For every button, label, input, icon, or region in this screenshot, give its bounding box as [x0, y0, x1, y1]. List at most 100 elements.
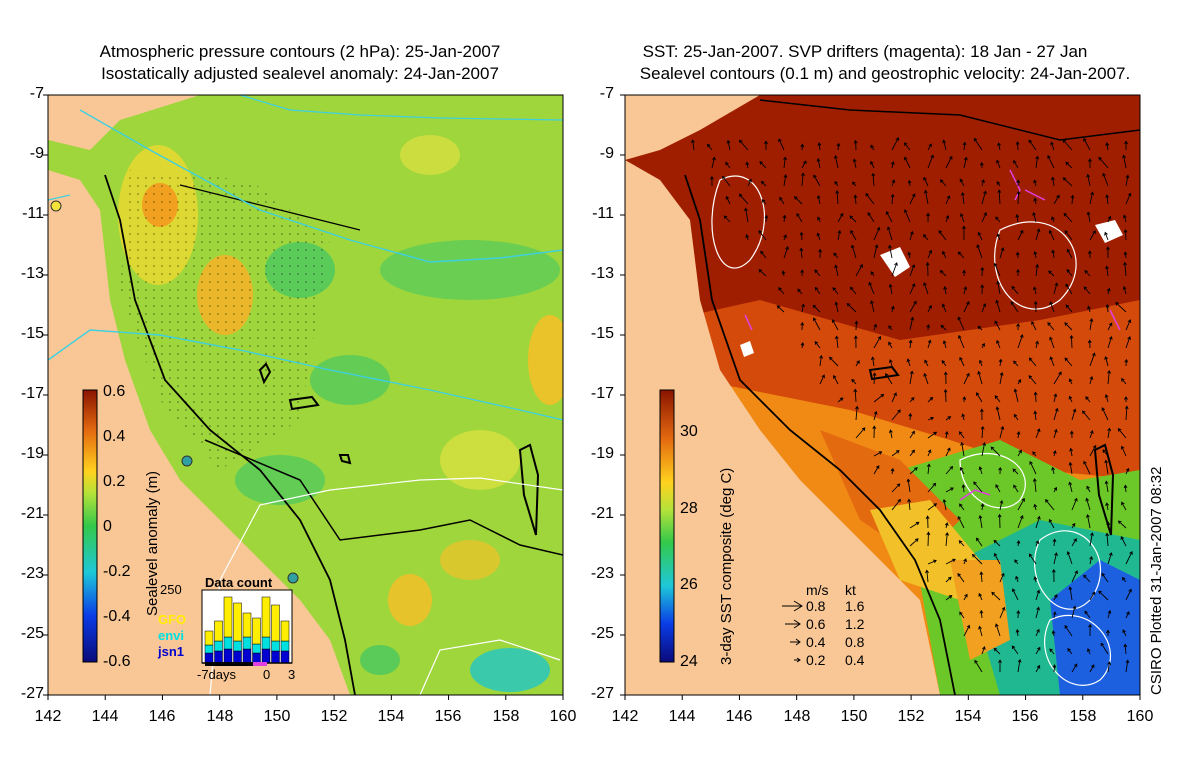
velocity-arrow: [1053, 194, 1060, 205]
data-count-bar: [242, 612, 252, 638]
data-count-bar: [214, 620, 223, 642]
velocity-arrow: [1017, 334, 1024, 349]
velocity-arrow: [1053, 282, 1059, 295]
velocity-arrow: [945, 576, 952, 583]
velocity-arrow: [828, 356, 839, 367]
plot-credit: CSIRO Plotted 31-Jan-2007 08:32: [1148, 466, 1165, 695]
velocity-arrow: [1013, 159, 1019, 169]
velocity-arrow: [1052, 611, 1057, 619]
velocity-arrow: [1068, 461, 1073, 475]
velocity-arrow: [927, 249, 933, 259]
velocity-arrow: [738, 139, 749, 151]
velocity-arrow: [783, 174, 788, 187]
velocity-arrow: [1087, 305, 1091, 313]
colorbar-tick: 0.4: [103, 428, 126, 445]
velocity-arrow: [1089, 352, 1096, 367]
colorbar-tick: 28: [680, 500, 698, 517]
velocity-arrow: [1084, 269, 1091, 277]
velocity-arrow: [927, 431, 938, 439]
velocity-arrow: [994, 623, 1001, 637]
velocity-kt: 1.2: [845, 616, 865, 632]
velocity-arrow: [993, 647, 1001, 655]
velocity-arrow: [1050, 141, 1055, 151]
velocity-arrow: [1068, 378, 1073, 385]
velocity-arrow: [886, 226, 893, 241]
velocity-arrow: [1035, 340, 1039, 349]
velocity-ms: 0.4: [806, 634, 826, 650]
colorbar-tick: -0.6: [103, 653, 131, 670]
velocity-arrow: [868, 281, 875, 295]
right-lon-tick: 142: [611, 708, 639, 725]
velocity-arrow: [907, 498, 912, 511]
velocity-arrow: [1064, 624, 1073, 637]
velocity-arrow: [995, 299, 1001, 313]
velocity-arrow: [1017, 449, 1022, 457]
velocity-ms: 0.8: [806, 598, 826, 614]
velocity-arrow: [1120, 445, 1127, 457]
velocity-arrow: [818, 248, 823, 259]
velocity-arrow: [924, 359, 929, 367]
velocity-arrow: [888, 429, 893, 439]
velocity-arrow: [1016, 190, 1021, 205]
velocity-arrow: [1068, 586, 1073, 601]
velocity-arrow: [854, 320, 859, 331]
velocity-arrow: [996, 280, 1001, 295]
velocity-arrow: [1065, 304, 1073, 313]
velocity-arrow: [903, 142, 911, 151]
data-count-ymax: 250: [160, 582, 182, 597]
velocity-arrow: [891, 498, 901, 511]
velocity-arrow: [1101, 407, 1109, 421]
velocity-arrow: [927, 449, 932, 457]
data-count-bar: [271, 650, 280, 664]
velocity-arrow: [846, 302, 857, 313]
velocity-arrow: [873, 335, 882, 349]
left-lat-tick: -23: [20, 565, 44, 582]
velocity-arrow: [1053, 552, 1058, 565]
left-colorbar-label: Sealevel anomaly (m): [144, 470, 161, 616]
velocity-arrow: [1014, 559, 1019, 565]
velocity-arrow: [993, 262, 1001, 277]
velocity-arrow: [981, 190, 987, 205]
velocity-arrow: [870, 356, 875, 367]
data-count-bar: [252, 617, 261, 645]
velocity-arrow: [834, 180, 839, 187]
data-count-bar: [271, 604, 280, 642]
velocity-arrow: [1122, 154, 1127, 169]
velocity-arrow: [745, 234, 750, 241]
velocity-arrow: [1086, 173, 1091, 187]
velocity-arrow: [817, 142, 822, 151]
velocity-arrow: [1105, 142, 1110, 151]
velocity-arrow: [1125, 611, 1130, 619]
right-lat-tick: -13: [590, 265, 614, 282]
velocity-arrow: [1087, 339, 1092, 349]
velocity-arrow: [816, 232, 821, 241]
velocity-arrow: [1088, 623, 1092, 637]
velocity-arrow: [1107, 661, 1112, 673]
velocity-arrow: [1098, 590, 1109, 601]
velocity-arrow: [1105, 502, 1110, 511]
velocity-arrow: [1084, 610, 1091, 619]
velocity-arrow: [1069, 334, 1074, 349]
right-lon-tick: 154: [954, 708, 982, 725]
velocity-arrow: [1125, 192, 1132, 205]
velocity-arrow: [979, 161, 984, 169]
velocity-arrow: [1017, 497, 1025, 511]
velocity-arrow: [776, 305, 785, 313]
velocity-arrow: [758, 269, 767, 277]
velocity-arrow: [945, 595, 953, 601]
velocity-arrow: [927, 503, 938, 511]
velocity-arrow: [993, 539, 1001, 547]
velocity-arrow: [908, 412, 913, 421]
velocity-arrow: [888, 283, 893, 295]
data-count-bar: [252, 652, 261, 664]
velocity-arrow: [942, 139, 947, 151]
velocity-arrow: [1035, 589, 1041, 601]
velocity-arrow: [995, 484, 1001, 493]
data-count-bar: [252, 643, 261, 654]
velocity-arrow: [1013, 484, 1019, 493]
velocity-arrow: [974, 659, 983, 673]
left-lon-tick: 160: [549, 708, 577, 725]
velocity-arrow: [1124, 358, 1129, 367]
velocity-arrow: [1049, 301, 1055, 313]
